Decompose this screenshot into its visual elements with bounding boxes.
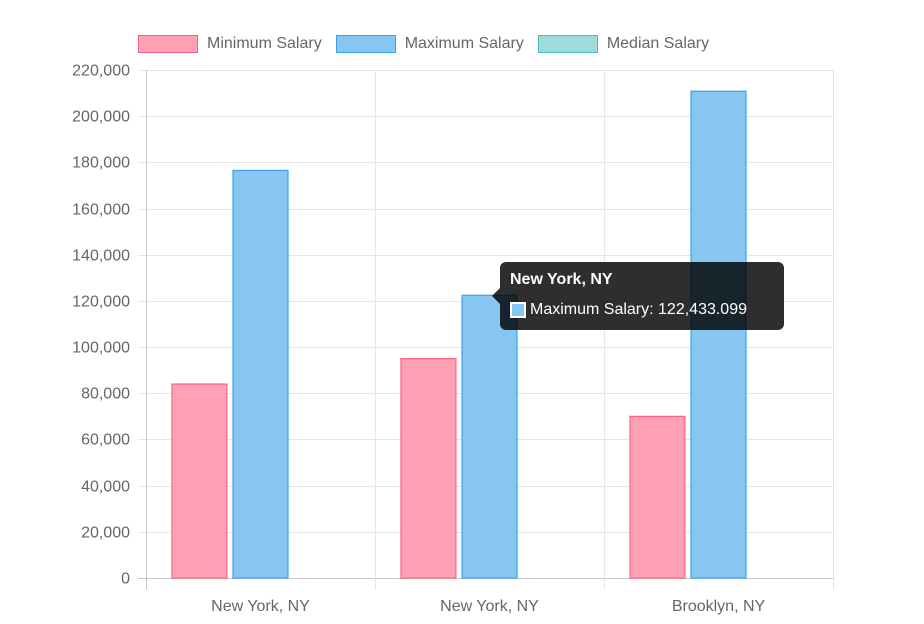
legend-item-maximum-salary[interactable]: Maximum Salary [335, 35, 524, 53]
tooltip-title: New York, NY [510, 271, 613, 288]
legend-label-median: Median Salary [606, 35, 710, 52]
legend-swatch-minimum [138, 35, 198, 53]
y-tick-label: 180,000 [72, 155, 130, 172]
bar-minimum-salary [171, 383, 228, 579]
tooltip-body: Maximum Salary: 122,433.099 [530, 301, 747, 318]
y-tick-label: 140,000 [72, 248, 130, 265]
bar-maximum-salary [461, 294, 518, 579]
x-tick-label: New York, NY [211, 598, 310, 615]
y-tick-label: 200,000 [72, 109, 130, 126]
bar-maximum-salary [232, 169, 289, 579]
y-tick-label: 40,000 [81, 479, 130, 496]
y-tick-label: 80,000 [81, 386, 130, 403]
y-tick-label: 100,000 [72, 340, 130, 357]
y-tick-label: 220,000 [72, 63, 130, 80]
legend-item-median-salary[interactable]: Median Salary [537, 35, 710, 53]
x-tick-label: New York, NY [440, 598, 539, 615]
y-tick-label: 160,000 [72, 202, 130, 219]
legend-label-minimum: Minimum Salary [207, 35, 322, 52]
tooltip-color-swatch [510, 302, 526, 318]
legend-swatch-median [537, 35, 598, 53]
bar-maximum-salary [690, 90, 747, 579]
legend: Minimum Salary Maximum Salary Median Sal… [138, 35, 709, 53]
bar-minimum-salary [400, 358, 457, 579]
legend-swatch-maximum [335, 35, 396, 53]
x-tick-label: Brooklyn, NY [672, 598, 766, 615]
y-tick-label: 120,000 [72, 294, 130, 311]
chart-tooltip: New York, NY Maximum Salary: 122,433.099 [492, 262, 784, 330]
y-tick-label: 60,000 [81, 432, 130, 449]
y-tick-label: 20,000 [81, 525, 130, 542]
y-tick-label: 0 [121, 571, 130, 588]
legend-label-maximum: Maximum Salary [404, 35, 524, 52]
bar-minimum-salary [629, 415, 686, 579]
legend-item-minimum-salary[interactable]: Minimum Salary [138, 35, 322, 53]
